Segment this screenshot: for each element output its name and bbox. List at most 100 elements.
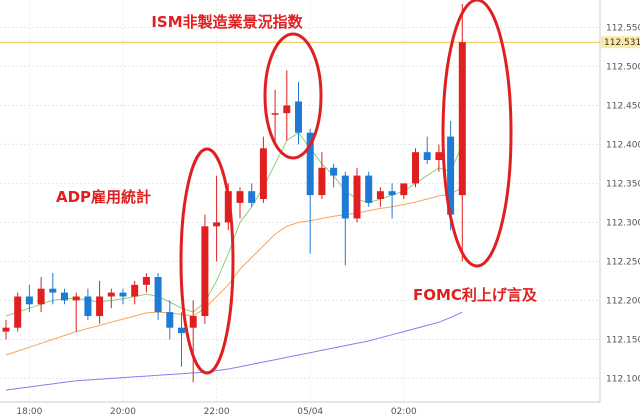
candle bbox=[142, 273, 150, 293]
candle-body bbox=[259, 148, 267, 199]
candle-body bbox=[72, 296, 80, 301]
candle bbox=[353, 167, 361, 223]
candle-body bbox=[201, 226, 209, 316]
candle bbox=[61, 288, 68, 305]
candle-body bbox=[330, 167, 338, 176]
candle-body bbox=[213, 222, 221, 227]
candle bbox=[25, 284, 33, 313]
candle-body bbox=[236, 191, 244, 203]
annotation-labels: ISM非製造業景況指数 ADP雇用統計 FOMC利上げ言及 bbox=[56, 13, 538, 304]
candle-body bbox=[224, 191, 232, 223]
candle-body bbox=[61, 292, 68, 301]
candle bbox=[166, 300, 174, 340]
y-tick-label: 112.450 bbox=[606, 101, 640, 111]
candle bbox=[259, 136, 267, 203]
ellipse-fomc bbox=[441, 0, 513, 268]
candle-body bbox=[353, 175, 361, 219]
candle bbox=[295, 82, 302, 145]
candle-body bbox=[318, 167, 326, 196]
candle bbox=[213, 175, 221, 262]
candle bbox=[84, 288, 92, 320]
ellipse-adp bbox=[179, 147, 235, 375]
candle-body bbox=[283, 105, 291, 114]
candle bbox=[412, 148, 419, 188]
candle-body bbox=[376, 191, 384, 199]
y-tick-label: 112.250 bbox=[606, 257, 640, 267]
ma-short-line bbox=[5, 132, 463, 317]
candle bbox=[306, 128, 314, 254]
candle bbox=[107, 288, 115, 309]
candle-body bbox=[423, 152, 431, 160]
candle-body bbox=[189, 316, 197, 328]
y-tick-label: 112.500 bbox=[606, 62, 640, 72]
candle bbox=[96, 280, 104, 324]
candle-body bbox=[365, 175, 373, 203]
annotation-adp: ADP雇用統計 bbox=[56, 188, 151, 206]
candle bbox=[131, 280, 139, 305]
candle bbox=[341, 171, 349, 266]
x-tick-label: 22:00 bbox=[204, 407, 230, 417]
candle bbox=[400, 183, 408, 199]
candle-body bbox=[25, 296, 33, 305]
y-tick-label: 112.350 bbox=[606, 179, 640, 189]
current-price-label: 112.531 bbox=[604, 38, 640, 48]
y-tick-label: 112.100 bbox=[606, 374, 640, 384]
y-tick-label: 112.300 bbox=[606, 218, 640, 228]
candles bbox=[2, 4, 466, 383]
candle bbox=[365, 171, 373, 207]
ellipse-ism bbox=[263, 32, 323, 160]
candle-body bbox=[166, 312, 174, 328]
candle bbox=[14, 292, 22, 332]
candle bbox=[376, 187, 384, 207]
candle bbox=[2, 319, 10, 340]
current-price-line: 112.531 bbox=[0, 36, 640, 49]
candle-body bbox=[154, 277, 162, 313]
candle bbox=[189, 300, 197, 383]
y-tick-label: 112.200 bbox=[606, 296, 640, 306]
candle bbox=[154, 273, 162, 320]
candle bbox=[49, 273, 57, 305]
current-price-tag bbox=[601, 36, 640, 49]
x-tick-label: 20:00 bbox=[110, 407, 136, 417]
candle-body bbox=[435, 152, 443, 160]
candle bbox=[283, 70, 291, 141]
candle bbox=[423, 136, 431, 164]
candle-body bbox=[84, 296, 92, 316]
candle bbox=[318, 152, 326, 199]
candle-body bbox=[107, 292, 115, 297]
y-axis: 112.550 112.500 112.450 112.400 112.350 112.3… bbox=[599, 0, 640, 402]
annotation-fomc: FOMC利上げ言及 bbox=[413, 286, 538, 304]
candle bbox=[458, 4, 466, 262]
annotation-ellipses bbox=[179, 0, 513, 375]
candle-body bbox=[96, 296, 104, 316]
y-tick-label: 112.400 bbox=[606, 140, 640, 150]
candle bbox=[178, 312, 185, 367]
candle-body bbox=[178, 327, 185, 334]
candle-body bbox=[49, 288, 57, 293]
y-tick-label: 112.550 bbox=[606, 23, 640, 33]
candle-body bbox=[248, 191, 256, 203]
candle bbox=[201, 214, 209, 324]
candle-body bbox=[2, 327, 10, 332]
candle bbox=[37, 277, 45, 313]
ma-long-line bbox=[5, 311, 463, 391]
candle-body bbox=[295, 101, 302, 133]
candle-body bbox=[412, 152, 419, 184]
candle bbox=[271, 89, 279, 145]
candle-body bbox=[447, 136, 455, 215]
x-tick-label: 05/04 bbox=[297, 407, 323, 417]
y-tick-label: 112.150 bbox=[606, 335, 640, 345]
x-tick-label: 02:00 bbox=[391, 407, 417, 417]
candle-body bbox=[119, 292, 127, 297]
candle-body bbox=[37, 288, 45, 305]
candle bbox=[388, 183, 396, 219]
candle bbox=[330, 163, 338, 188]
candle-body bbox=[131, 284, 139, 297]
annotation-ism: ISM非製造業景況指数 bbox=[151, 13, 303, 31]
candle bbox=[72, 292, 80, 332]
candle-body bbox=[388, 191, 396, 196]
candle-body bbox=[142, 277, 150, 285]
candle-body bbox=[271, 113, 279, 115]
x-axis: 18:00 20:00 22:00 05/04 02:00 bbox=[0, 401, 600, 417]
